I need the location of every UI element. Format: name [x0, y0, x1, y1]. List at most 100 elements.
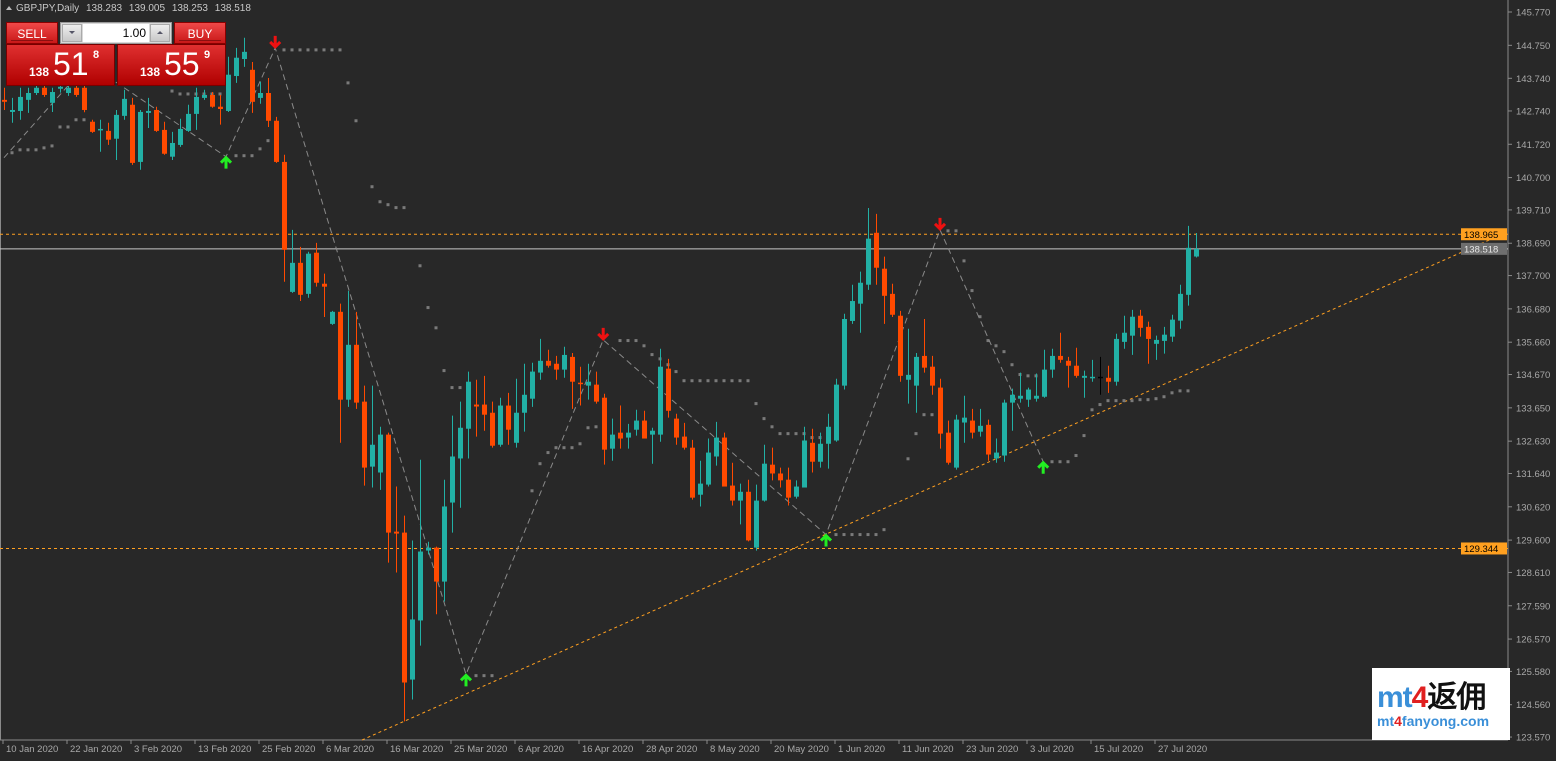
candle	[1130, 309, 1135, 355]
candle-body	[1154, 339, 1159, 344]
indicator-dot	[946, 229, 950, 233]
candle	[802, 426, 807, 488]
collapse-triangle-icon[interactable]	[6, 6, 12, 10]
indicator-dot	[882, 528, 886, 532]
candle-body	[1138, 315, 1143, 328]
candle	[1002, 399, 1007, 462]
candle-body	[1194, 248, 1199, 257]
indicator-dot	[674, 370, 678, 374]
sell-button[interactable]: SELL	[6, 22, 58, 44]
candle	[994, 438, 999, 463]
indicator-dot	[442, 369, 446, 373]
candle	[538, 338, 543, 380]
indicator-dot	[962, 259, 966, 263]
lot-size-input[interactable]	[83, 24, 149, 42]
buy-price-box[interactable]: 138 55 9	[117, 44, 226, 86]
candle-body	[314, 252, 319, 283]
indicator-dot	[218, 92, 222, 96]
candle	[1018, 372, 1023, 403]
ohlc-high: 139.005	[128, 3, 166, 14]
candle	[122, 89, 127, 120]
candle-body	[90, 121, 95, 132]
candle	[498, 397, 503, 447]
candle	[946, 420, 951, 465]
indicator-dot	[330, 48, 334, 52]
lot-decrease-arrow-icon[interactable]	[62, 24, 82, 42]
candle	[218, 94, 223, 125]
price-tick-label: 141.720	[1516, 140, 1550, 151]
candle-body	[1098, 376, 1103, 379]
candle-body	[242, 51, 247, 60]
candle-body	[602, 397, 607, 450]
indicator-dot	[794, 432, 798, 436]
buy-button[interactable]: BUY	[174, 22, 226, 44]
candle	[898, 310, 903, 382]
candle-body	[1082, 375, 1087, 378]
candle-body	[1010, 394, 1015, 403]
candle	[626, 423, 631, 449]
candle	[290, 229, 295, 293]
candle	[618, 405, 623, 449]
candle	[146, 97, 151, 128]
candle-body	[1018, 395, 1023, 399]
indicator-dot	[978, 315, 982, 319]
candle-body	[482, 404, 487, 415]
price-tick-label: 136.680	[1516, 304, 1550, 315]
candle-body	[138, 111, 143, 162]
candle	[1114, 333, 1119, 386]
candle	[338, 303, 343, 443]
candle	[82, 82, 87, 113]
candle-body	[378, 434, 383, 473]
arrow-down-shape	[597, 327, 610, 342]
candle	[826, 413, 831, 469]
lot-increase-arrow-icon[interactable]	[150, 24, 170, 42]
candle-body	[498, 405, 503, 445]
candle-body	[978, 425, 983, 432]
indicator-dot	[778, 432, 782, 436]
candle-body	[1050, 355, 1055, 370]
price-tick-label: 137.700	[1516, 271, 1550, 282]
indicator-dot	[74, 118, 78, 122]
sell-price-box[interactable]: 138 51 8	[6, 44, 115, 86]
indicator-dot	[234, 154, 238, 158]
candle-body	[818, 443, 823, 462]
candle	[106, 122, 111, 145]
candle-body	[98, 128, 103, 131]
candle-body	[674, 418, 679, 438]
candle	[1138, 309, 1143, 337]
candle-body	[274, 120, 279, 162]
indicator-dot	[714, 379, 718, 383]
candle	[738, 483, 743, 525]
indicator-dot	[1162, 395, 1166, 399]
candle	[914, 352, 919, 413]
candle	[322, 273, 327, 318]
candle	[178, 118, 183, 147]
candle	[226, 56, 231, 112]
candle	[842, 313, 847, 390]
candle	[834, 378, 839, 442]
ohlc-low: 138.253	[171, 3, 208, 14]
time-tick-label: 28 Apr 2020	[646, 744, 697, 755]
indicator-dot	[586, 426, 590, 430]
price-tick-label: 126.570	[1516, 635, 1550, 646]
indicator-dot	[786, 432, 790, 436]
candle	[1010, 388, 1015, 431]
candle-body	[1162, 334, 1167, 341]
candle	[242, 37, 247, 67]
candle	[346, 290, 351, 407]
candle	[1074, 347, 1079, 378]
candle-body	[434, 547, 439, 582]
indicator-dot	[34, 148, 38, 152]
level-price-tag: 138.965	[1464, 230, 1498, 241]
candle	[170, 131, 175, 160]
indicator-dot	[1058, 460, 1062, 464]
level-price-tag: 129.344	[1464, 544, 1498, 555]
candle-body	[562, 354, 567, 370]
time-tick-label: 25 Feb 2020	[262, 744, 315, 755]
time-tick-label: 6 Apr 2020	[518, 744, 564, 755]
indicator-dot	[762, 417, 766, 421]
candle-body	[466, 381, 471, 429]
indicator-dot	[10, 151, 14, 155]
indicator-dot	[1170, 391, 1174, 395]
